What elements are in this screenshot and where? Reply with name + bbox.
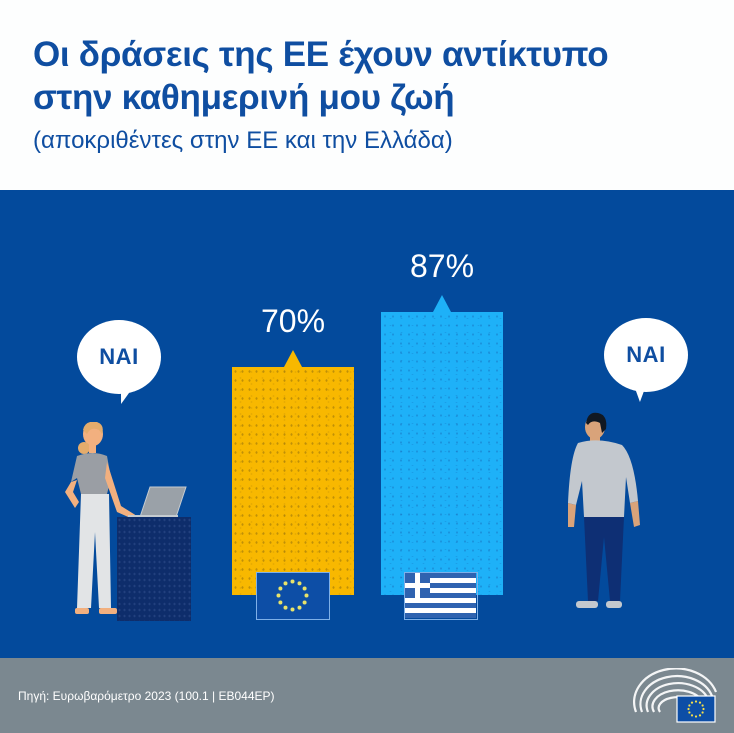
subtitle: (αποκριθέντες στην ΕΕ και την Ελλάδα) [33, 127, 453, 154]
man-standing-icon [568, 412, 640, 608]
title-line-2: στην καθημερινή μου ζωή [33, 78, 455, 117]
eu-flag-icon [256, 572, 330, 620]
source-note: Πηγή: Ευρωβαρόμετρο 2023 (100.1 | EB044E… [18, 689, 275, 703]
eu-percentage-label: 70% [260, 303, 326, 339]
header: Οι δράσεις της ΕΕ έχουν αντίκτυπο στην κ… [0, 0, 734, 190]
desk [117, 517, 191, 621]
european-parliament-logo [633, 668, 718, 723]
eu-bar [232, 350, 354, 595]
greece-percentage-label: 87% [409, 248, 475, 284]
page-title: Οι δράσεις της ΕΕ έχουν αντίκτυπο στην κ… [33, 33, 723, 119]
eu-bar-pointer [284, 350, 302, 367]
greece-flag-icon [404, 572, 478, 620]
speech-bubble-text: ΝΑΙ [626, 342, 666, 367]
chart-panel: ΝΑΙ 70% [0, 190, 734, 658]
woman-with-laptop-icon [65, 422, 135, 614]
speech-bubble-right: ΝΑΙ [604, 318, 688, 402]
speech-bubble-text: ΝΑΙ [99, 344, 139, 369]
laptop-icon [128, 486, 187, 519]
speech-bubble-left: ΝΑΙ [77, 320, 161, 404]
title-line-1: Οι δράσεις της ΕΕ έχουν αντίκτυπο [33, 35, 609, 74]
footer: Πηγή: Ευρωβαρόμετρο 2023 (100.1 | EB044E… [0, 658, 734, 733]
greece-bar-pointer [433, 295, 451, 312]
greece-bar [381, 295, 503, 595]
